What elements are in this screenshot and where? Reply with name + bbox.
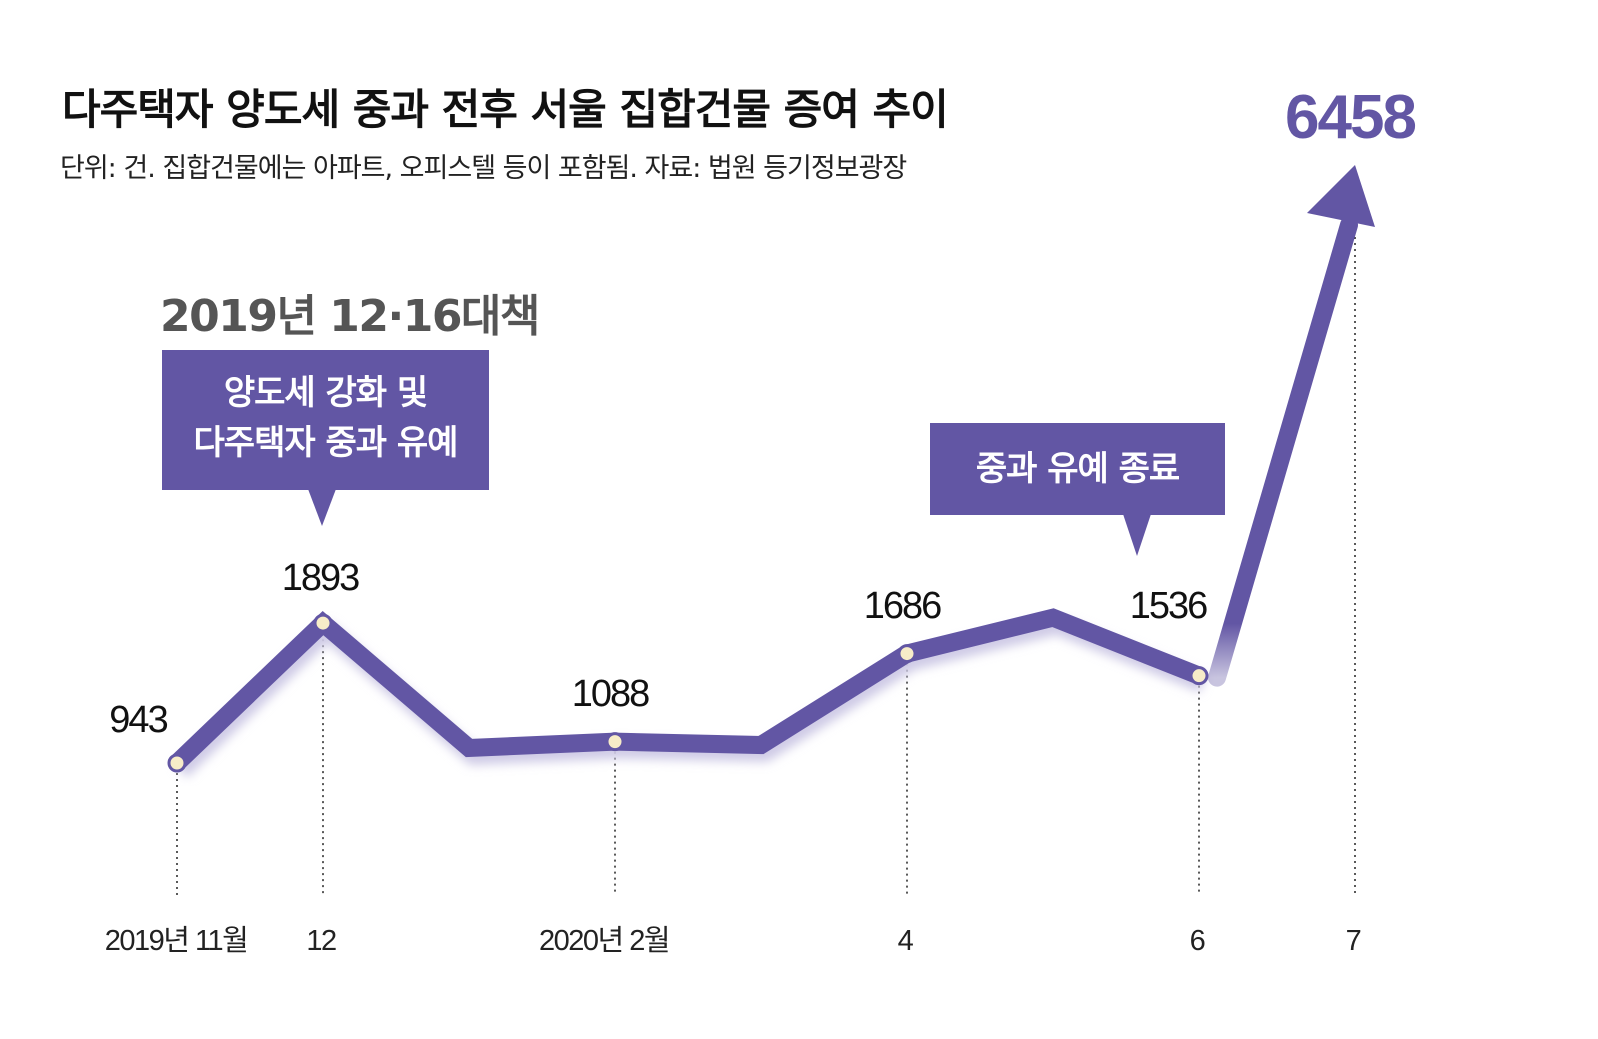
annotation-pointer-end (1123, 514, 1151, 556)
annotation-line-1: 양도세 강화 및 (223, 373, 428, 413)
chart-title: 다주택자 양도세 중과 전후 서울 집합건물 증여 추이 (62, 85, 949, 134)
data-label: 1088 (572, 673, 649, 715)
surge-arrow-head (1307, 165, 1375, 227)
data-point-marker (605, 732, 625, 752)
chart-subtitle: 단위: 건. 집합건물에는 아파트, 오피스텔 등이 포함됨. 자료: 법원 등… (60, 153, 907, 184)
x-tick-label: 4 (898, 925, 914, 957)
x-tick-label: 7 (1346, 925, 1361, 957)
data-label: 1536 (1130, 585, 1207, 627)
annotation-line-2: 다주택자 중과 유예 (193, 423, 459, 463)
annotation-pointer-grace (308, 489, 336, 526)
x-tick-label: 12 (306, 925, 336, 957)
surge-arrow-shaft (1208, 216, 1358, 687)
series-line (168, 608, 1208, 772)
x-tick-label: 6 (1190, 925, 1205, 957)
data-point-marker (897, 644, 917, 664)
data-point-marker (167, 753, 187, 773)
data-point-marker (313, 613, 333, 633)
x-tick-label: 2019년 11월 (105, 924, 248, 957)
annotation-box-grace: 양도세 강화 및 다주택자 중과 유예 (162, 350, 489, 490)
data-label: 1686 (864, 585, 941, 627)
data-point-marker (1189, 666, 1209, 686)
x-tick-label: 2020년 2월 (539, 924, 669, 957)
data-label-highlight: 6458 (1285, 83, 1415, 152)
policy-heading: 2019년 12·16대책 (160, 291, 540, 342)
data-label: 943 (109, 699, 167, 741)
data-label: 1893 (282, 557, 359, 599)
annotation-box-end: 중과 유예 종료 (930, 423, 1225, 515)
